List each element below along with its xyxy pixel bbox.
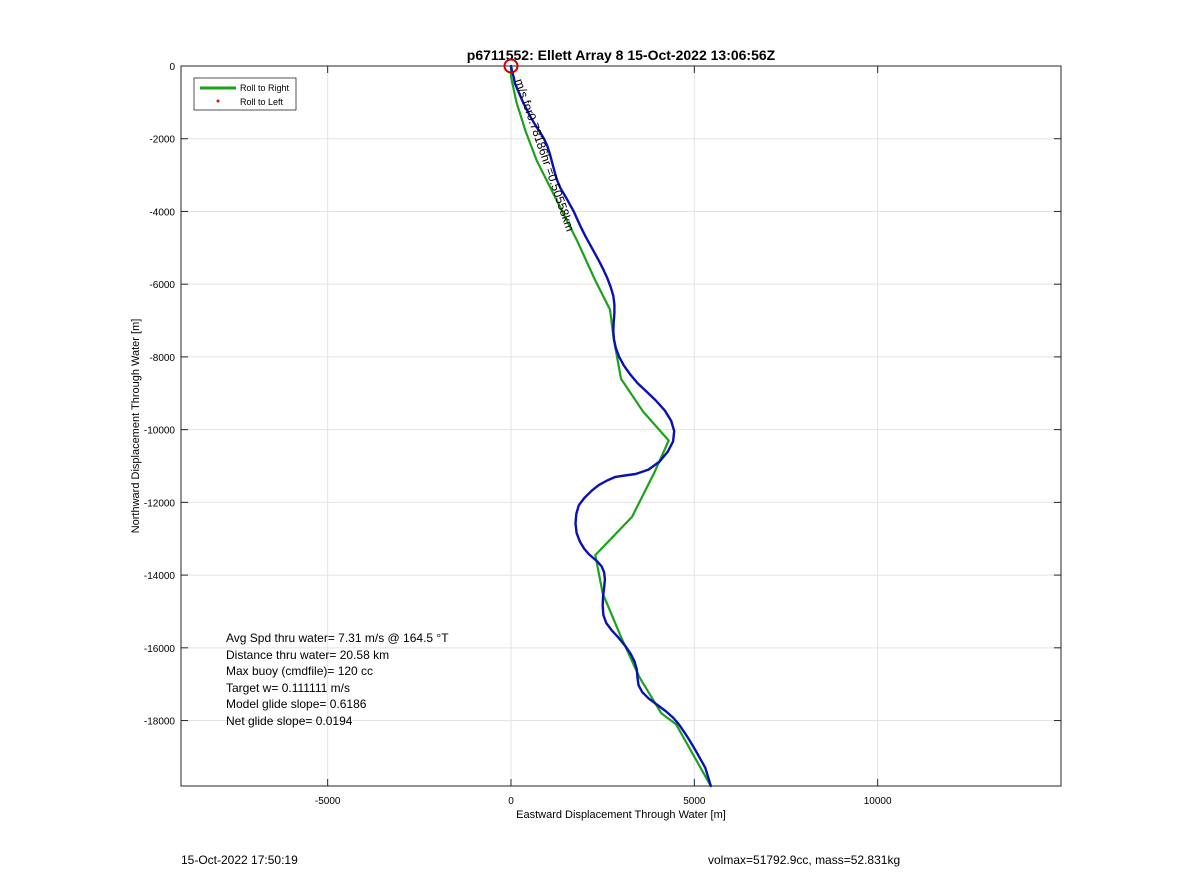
x-tick-label: 0 bbox=[508, 796, 514, 807]
series-roll-right-line bbox=[509, 66, 712, 787]
legend-label-roll-right: Roll to Right bbox=[240, 83, 290, 93]
annotation-layer: m/s for0.78186hr =0.50558km bbox=[512, 77, 577, 233]
y-tick-label: -16000 bbox=[144, 644, 176, 655]
x-tick-label: -5000 bbox=[315, 796, 341, 807]
stats-avg-speed: Avg Spd thru water= 7.31 m/s @ 164.5 °T bbox=[226, 631, 449, 645]
y-axis-label: Northward Displacement Through Water [m] bbox=[130, 319, 142, 534]
start-marker bbox=[503, 58, 519, 74]
stats-target-w: Target w= 0.111111 m/s bbox=[226, 681, 350, 695]
footer-volmax-mass: volmax=51792.9cc, mass=52.831kg bbox=[708, 853, 901, 867]
series-layer bbox=[503, 58, 712, 788]
legend-label-roll-left: Roll to Left bbox=[240, 97, 284, 107]
stats-max-buoy: Max buoy (cmdfile)= 120 cc bbox=[226, 664, 373, 678]
stats-block: Avg Spd thru water= 7.31 m/s @ 164.5 °T … bbox=[226, 631, 449, 728]
y-tick-label: -2000 bbox=[149, 135, 175, 146]
y-tick-label: -12000 bbox=[144, 498, 176, 509]
y-tick-label: -18000 bbox=[144, 717, 176, 728]
series-track-line bbox=[509, 64, 712, 788]
stats-net-glide-slope: Net glide slope= 0.0194 bbox=[226, 714, 353, 728]
y-tick-label: -10000 bbox=[144, 426, 176, 437]
x-tick-label: 10000 bbox=[864, 796, 892, 807]
legend-box bbox=[193, 77, 297, 111]
x-tick-label: 5000 bbox=[683, 796, 706, 807]
y-tick-label: -8000 bbox=[149, 353, 175, 364]
track-annotation: m/s for0.78186hr =0.50558km bbox=[512, 77, 577, 233]
stats-model-glide-slope: Model glide slope= 0.6186 bbox=[226, 697, 367, 711]
y-tick-label: -6000 bbox=[149, 280, 175, 291]
chart-title: p6711552: Ellett Array 8 15-Oct-2022 13:… bbox=[467, 47, 776, 63]
x-axis-label: Eastward Displacement Through Water [m] bbox=[516, 809, 726, 821]
footer-timestamp: 15-Oct-2022 17:50:19 bbox=[181, 853, 298, 867]
grid bbox=[181, 65, 1061, 786]
legend: Roll to Right Roll to Left bbox=[193, 77, 297, 111]
plot-area bbox=[180, 65, 1062, 787]
y-tick-label: -14000 bbox=[144, 571, 176, 582]
legend-swatch-roll-left bbox=[216, 99, 220, 103]
axes: -5000 0 5000 10000 0 -2000 -4000 -6000 -8000 -100… bbox=[144, 62, 1061, 807]
y-tick-label: 0 bbox=[169, 62, 175, 73]
y-tick-label: -4000 bbox=[149, 207, 175, 218]
stats-distance: Distance thru water= 20.58 km bbox=[226, 648, 389, 662]
